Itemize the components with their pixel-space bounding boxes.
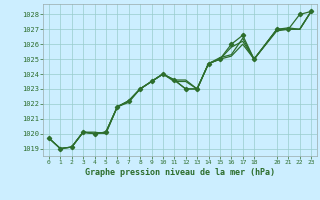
X-axis label: Graphe pression niveau de la mer (hPa): Graphe pression niveau de la mer (hPa) (85, 168, 275, 177)
